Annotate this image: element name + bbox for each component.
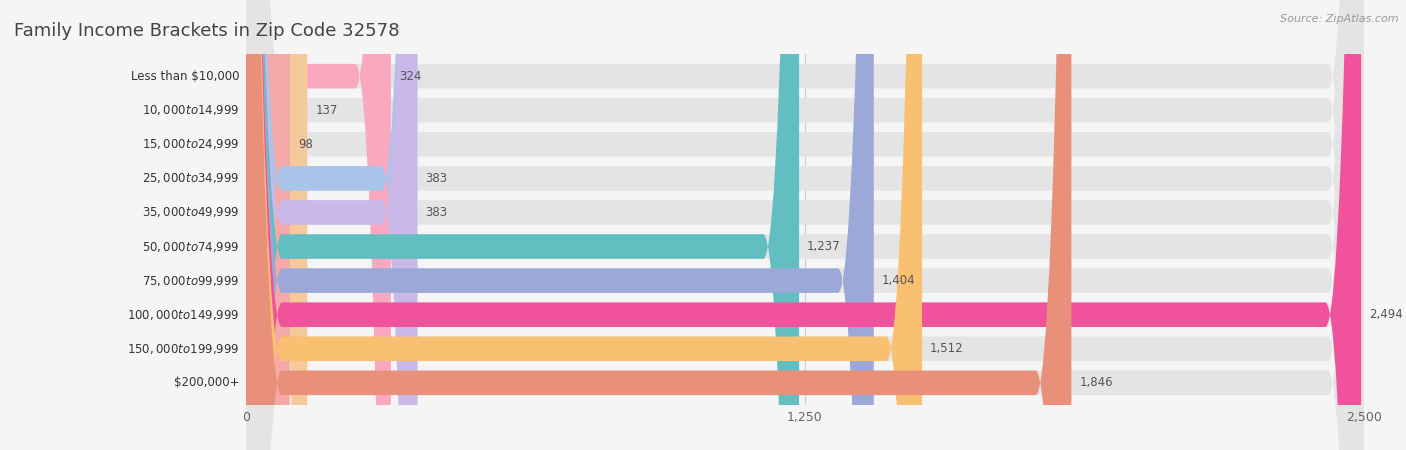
FancyBboxPatch shape <box>246 0 1364 450</box>
FancyBboxPatch shape <box>246 0 1364 450</box>
Text: $150,000 to $199,999: $150,000 to $199,999 <box>127 342 239 356</box>
FancyBboxPatch shape <box>246 0 1364 450</box>
Text: $200,000+: $200,000+ <box>173 376 239 389</box>
FancyBboxPatch shape <box>246 0 1071 450</box>
Text: 98: 98 <box>298 138 312 151</box>
Text: $10,000 to $14,999: $10,000 to $14,999 <box>142 103 239 117</box>
FancyBboxPatch shape <box>246 0 418 450</box>
Text: Less than $10,000: Less than $10,000 <box>131 70 239 83</box>
FancyBboxPatch shape <box>246 0 290 450</box>
FancyBboxPatch shape <box>246 0 1364 450</box>
Text: $50,000 to $74,999: $50,000 to $74,999 <box>142 239 239 253</box>
FancyBboxPatch shape <box>246 0 1364 450</box>
FancyBboxPatch shape <box>246 0 308 450</box>
Text: 1,404: 1,404 <box>882 274 915 287</box>
FancyBboxPatch shape <box>246 0 1361 450</box>
FancyBboxPatch shape <box>246 0 1364 450</box>
FancyBboxPatch shape <box>246 0 1364 450</box>
Text: $75,000 to $99,999: $75,000 to $99,999 <box>142 274 239 288</box>
FancyBboxPatch shape <box>246 0 1364 450</box>
Text: 1,846: 1,846 <box>1080 376 1114 389</box>
Text: 324: 324 <box>399 70 422 83</box>
Text: $35,000 to $49,999: $35,000 to $49,999 <box>142 206 239 220</box>
FancyBboxPatch shape <box>246 0 1364 450</box>
FancyBboxPatch shape <box>246 0 922 450</box>
Text: 383: 383 <box>426 206 447 219</box>
Text: Family Income Brackets in Zip Code 32578: Family Income Brackets in Zip Code 32578 <box>14 22 399 40</box>
FancyBboxPatch shape <box>246 0 799 450</box>
Text: $25,000 to $34,999: $25,000 to $34,999 <box>142 171 239 185</box>
Text: 2,494: 2,494 <box>1369 308 1403 321</box>
Text: $100,000 to $149,999: $100,000 to $149,999 <box>127 308 239 322</box>
FancyBboxPatch shape <box>246 0 1364 450</box>
FancyBboxPatch shape <box>246 0 873 450</box>
Text: 1,512: 1,512 <box>931 342 963 355</box>
FancyBboxPatch shape <box>246 0 418 450</box>
FancyBboxPatch shape <box>246 0 391 450</box>
Text: Source: ZipAtlas.com: Source: ZipAtlas.com <box>1281 14 1399 23</box>
Text: $15,000 to $24,999: $15,000 to $24,999 <box>142 137 239 151</box>
Text: 1,237: 1,237 <box>807 240 841 253</box>
Text: 137: 137 <box>315 104 337 117</box>
Text: 383: 383 <box>426 172 447 185</box>
